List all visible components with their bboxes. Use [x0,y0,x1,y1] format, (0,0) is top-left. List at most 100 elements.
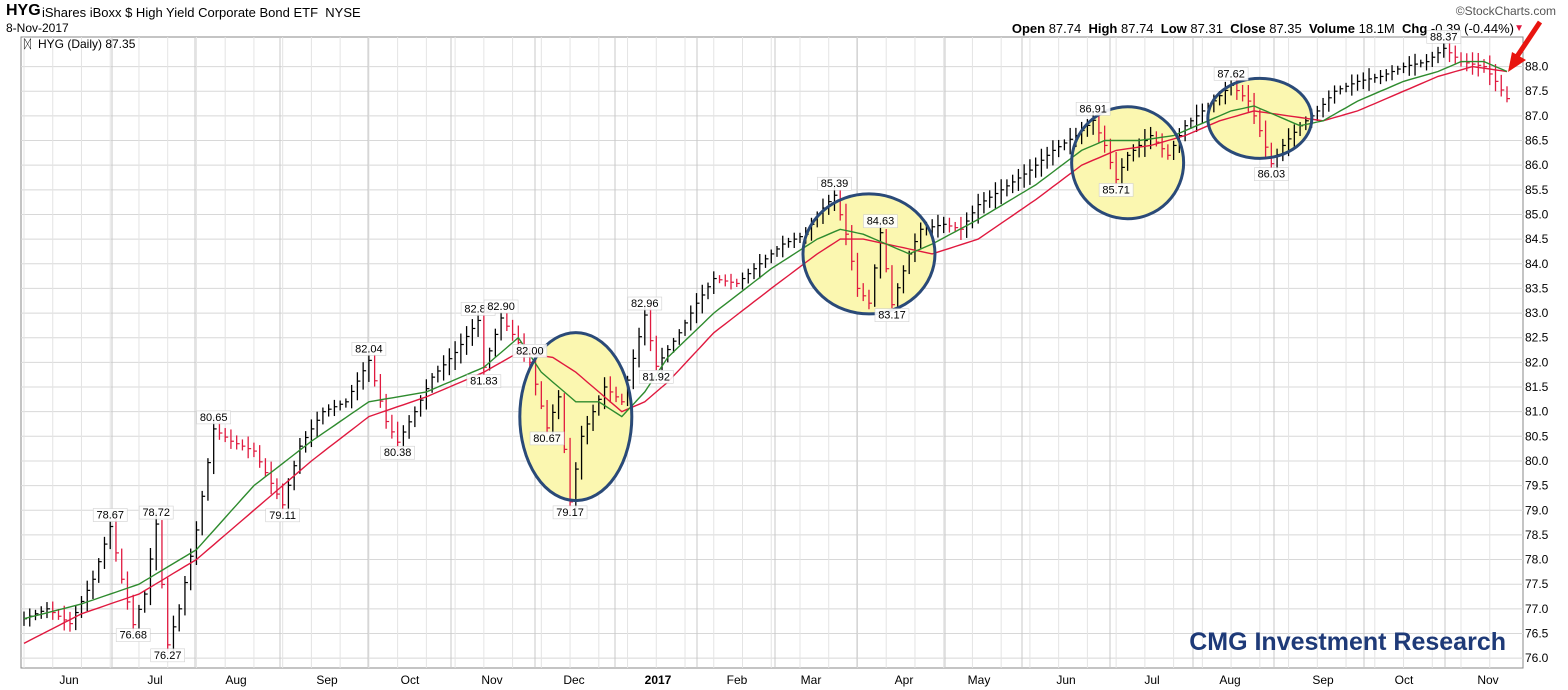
annotation-box [552,505,588,520]
ohlc-bar [1029,159,1033,185]
price-annotation: 80.38 [380,445,415,460]
annotation-label: 76.27 [154,650,182,662]
ohlc-bar [287,478,292,512]
red-arrow-icon [1508,20,1543,72]
brand-link[interactable]: ©StockCharts.com [1455,4,1556,18]
ohlc-bar [408,415,413,439]
y-tick-label: 85.0 [1525,207,1549,221]
y-tick-label: 82.0 [1525,355,1549,369]
ohlc-bar [989,190,993,208]
ohlc-bar [305,431,309,453]
ohlc-bar [442,355,447,381]
annotation-box [1098,183,1134,197]
ohlc-bar [276,478,280,500]
ohlc-bar [1167,144,1171,160]
ohlc-bar [460,333,464,364]
ohlc-bar [316,411,321,438]
ohlc-bar [500,311,505,341]
y-tick-label: 86.5 [1525,134,1549,148]
ohlc-bar [552,404,556,436]
ohlc-bar [730,273,735,290]
ohlc-bar [1443,43,1447,58]
ohlc-bar [310,419,315,448]
ohlc-bar [402,425,407,450]
ohlc-bar [1408,56,1413,76]
ohlc-bar [218,422,223,440]
ohlc-bar [511,319,516,341]
annotation-box [1213,67,1249,81]
x-tick-label: Oct [401,673,420,687]
ohlc-bar [1264,120,1269,158]
ohlc-bar [138,604,142,630]
ohlc-bar [603,377,608,410]
ohlc-bar [247,436,252,459]
ohlc-bar [1000,179,1005,205]
ohlc-bar [1506,86,1510,103]
high-label: High [1088,21,1118,36]
security-name: iShares iBoxx $ High Yield Corporate Bon… [42,5,361,20]
annotation-box [863,214,898,229]
price-annotation: 85.39 [817,176,852,191]
ohlc-bar [638,327,643,368]
annotation-label: 80.67 [533,433,561,445]
x-tick-label: Dec [563,673,584,687]
ohlc-bar [592,404,597,431]
open-label: Open [1011,21,1046,36]
y-axis: 76.0 76.5 77.0 77.5 78.0 78.5 79.0 79.5 80.0 80.5… [1525,60,1549,666]
ohlc-bar [1328,90,1332,112]
x-tick-label: Aug [225,673,246,687]
ohlc-bar [1063,139,1068,151]
x-tick-label: Jun [59,673,78,687]
ticker-symbol: HYG [6,2,41,19]
y-tick-label: 79.5 [1525,479,1549,493]
ohlc-bar [1017,168,1022,191]
annotation-box [874,308,910,322]
ohlc-bar [1241,84,1246,102]
ohlc-bar [695,293,700,324]
annotation-box [466,374,502,389]
price-annotation: 81.83 [466,374,502,389]
ohlc-bar [1023,164,1028,188]
ohlc-bar [1379,69,1384,85]
x-tick-label: Sep [316,673,338,687]
ohlc-bar [1006,179,1010,197]
security-fullname: iShares iBoxx $ High Yield Corporate Bon… [42,5,319,20]
ohlc-bar [1109,138,1114,170]
ohlc-bar [230,429,234,449]
ohlc-bar [1356,74,1361,91]
x-tick-label: May [968,673,991,687]
ohlc-bar [40,606,45,619]
ohlc-bar [1195,104,1200,133]
x-tick-label: Aug [1219,673,1240,687]
y-tick-label: 85.5 [1525,183,1549,197]
ohlc-bar [655,335,660,372]
ohlc-bar [190,548,194,591]
ohlc-bar [557,390,562,420]
price-annotation: 86.03 [1254,167,1289,181]
y-tick-label: 81.5 [1525,380,1549,394]
ohlc-bar [236,435,240,450]
y-tick-label: 80.5 [1525,429,1549,443]
ohlc-bar [994,182,999,209]
ohlc-bar [339,400,344,411]
ohlc-bar [983,192,987,214]
ohlc-bar [1322,97,1327,118]
ohlc-bar [856,252,861,297]
ohlc-bar [753,263,758,280]
ohlc-bar [270,461,275,495]
ohlc-bar [1431,51,1436,68]
annotation-box [627,296,663,311]
highlight-circle-outline [1206,76,1314,160]
price-annotation: 86.91 [1075,102,1111,116]
ohlc-bar [1138,138,1143,158]
ohlc-bar [465,326,470,355]
ohlc-bar [121,548,125,584]
down-triangle-icon: ▼ [1514,23,1524,34]
price-annotation: 82.90 [483,299,519,314]
ohlc-bar [207,458,211,501]
ohlc-bar [1052,140,1056,166]
annotation-label: 87.62 [1217,68,1245,80]
ohlc-bar [1477,52,1482,77]
ohlc-bar [115,517,119,562]
ohlc-bar [1144,129,1148,157]
